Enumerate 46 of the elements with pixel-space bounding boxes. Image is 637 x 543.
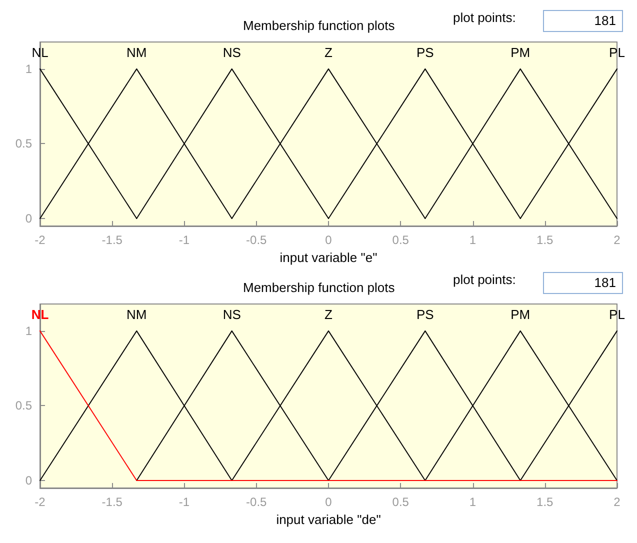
y-tick-label: 1 (25, 62, 32, 76)
series-label: PM (510, 44, 530, 60)
x-tick-label: 1.5 (536, 233, 554, 247)
x-tick-label: -0.5 (246, 233, 268, 247)
text: plot points: (453, 10, 516, 25)
series-label: NL (32, 44, 48, 60)
series-label: PS (416, 306, 434, 322)
series-label: NL (31, 306, 49, 322)
text-field: 181 (543, 10, 623, 32)
series-label: NM (126, 306, 147, 322)
series-label: NM (126, 44, 147, 60)
x-axis-title: input variable "e" (280, 250, 378, 265)
x-tick-label: 1 (469, 495, 476, 509)
x-tick-label: -2 (34, 495, 46, 509)
x-tick-label: -0.5 (246, 495, 268, 509)
x-tick-label: 2 (614, 495, 621, 509)
x-tick-label: -1 (178, 495, 190, 509)
y-tick-label: 0 (25, 474, 32, 488)
x-axis-title: input variable "de" (276, 512, 382, 527)
x-tick-label: -2 (34, 233, 46, 247)
x-tick-label: 2 (614, 233, 621, 247)
chart-title: Membership function plots (243, 18, 396, 33)
text-field: 181 (543, 272, 623, 294)
chart-title: Membership function plots (243, 280, 396, 295)
y-tick-label: 0.5 (15, 136, 32, 151)
x-tick-label: 0.5 (392, 233, 410, 247)
series-label: NS (222, 306, 242, 322)
y-tick-label: 1 (25, 324, 32, 338)
text: plot points: (453, 272, 516, 287)
x-tick-label: 0 (325, 495, 332, 509)
y-tick-label: 0.5 (15, 398, 32, 413)
series-label: Z (324, 306, 333, 322)
x-tick-label: 0.5 (392, 495, 410, 509)
x-tick-label: -1 (178, 233, 190, 247)
series-label: PL (609, 44, 625, 60)
x-tick-label: -1.5 (102, 495, 123, 509)
x-tick-label: 1 (469, 233, 476, 247)
series-label: Z (324, 44, 333, 60)
series-label: NS (222, 44, 242, 60)
series-label: PL (609, 306, 625, 322)
y-tick-label: 0 (25, 212, 32, 226)
x-tick-label: 1.5 (536, 495, 554, 509)
series-label: PS (416, 44, 434, 60)
x-tick-label: -1.5 (102, 233, 123, 247)
series-label: PM (510, 306, 530, 322)
x-tick-label: 0 (325, 233, 332, 247)
